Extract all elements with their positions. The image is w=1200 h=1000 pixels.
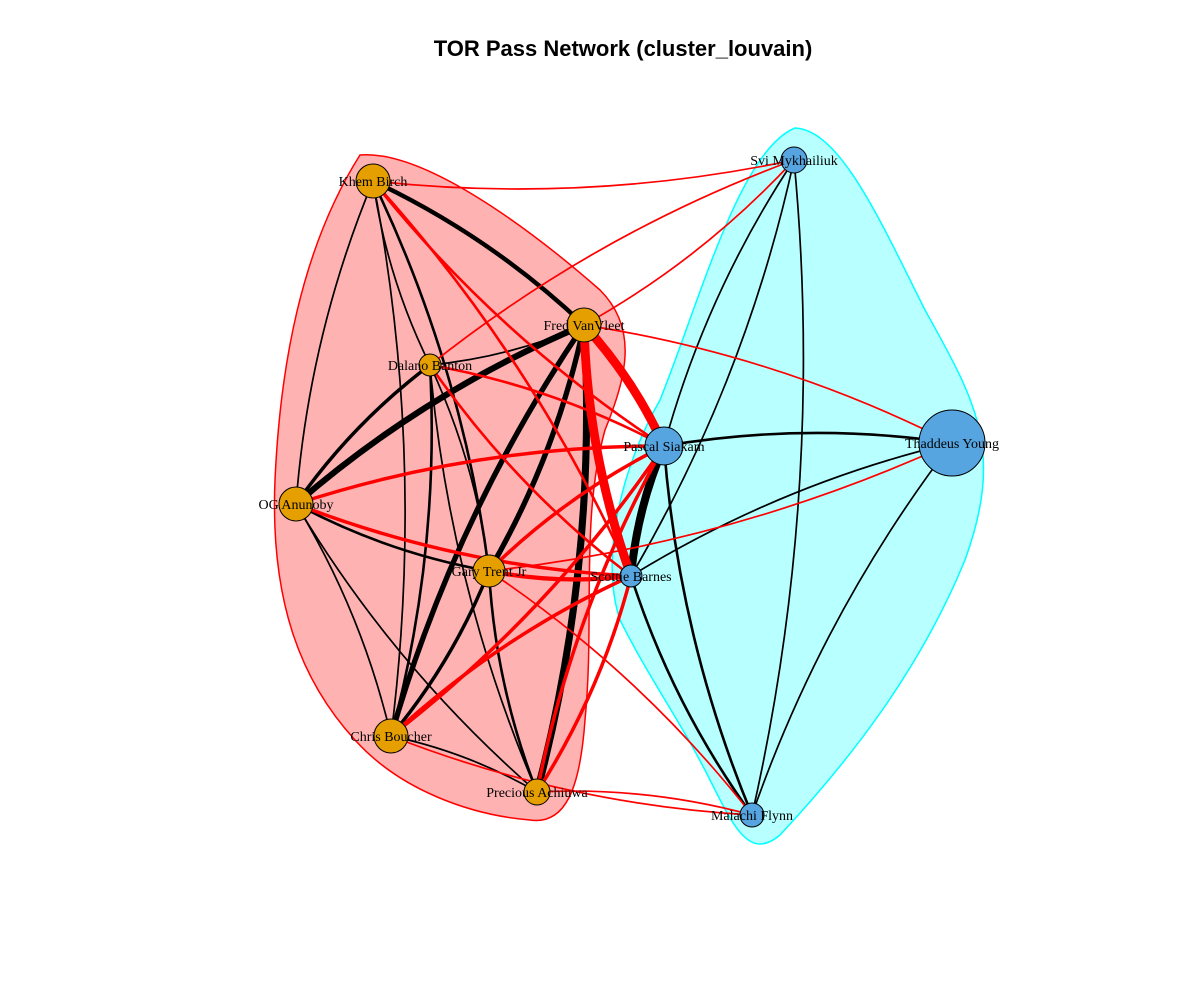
- node-fred: Fred VanVleet: [544, 307, 625, 343]
- edge-fred-thaddeus: [583, 324, 953, 444]
- edge-pascal-svi: [663, 159, 795, 447]
- edge-precious-malachi: [536, 790, 753, 816]
- edge-og-scottie: [294, 502, 633, 578]
- node-circle: [644, 426, 684, 466]
- edge-scottie-malachi: [629, 574, 754, 817]
- edge-khem-scottie: [371, 179, 633, 578]
- node-circle: [355, 163, 391, 199]
- node-circle: [739, 802, 765, 828]
- edge-dalano-pascal: [428, 363, 666, 448]
- node-label: Precious Achiuwa: [486, 786, 588, 801]
- node-layer: Khem Birch Fred VanVleet Dalano Banton OG A…: [258, 146, 999, 828]
- community-hull-group1: [273, 154, 626, 822]
- edge-dalano-chris: [389, 363, 434, 738]
- community-hulls: [273, 127, 985, 845]
- edge-dalano-scottie: [428, 363, 633, 578]
- edge-pascal-malachi: [662, 444, 754, 817]
- node-label: Gary Trent Jr: [452, 565, 527, 580]
- node-pascal: Pascal Siakam: [623, 426, 705, 466]
- edge-og-pascal: [294, 444, 666, 506]
- node-precious: Precious Achiuwa: [486, 778, 589, 806]
- edge-dalano-precious: [429, 364, 538, 793]
- edge-layer: [292, 159, 954, 817]
- edge-khem-dalano: [372, 180, 431, 366]
- node-og: OG Anunoby: [258, 486, 334, 522]
- edge-fred-scottie: [579, 320, 636, 581]
- node-circle: [472, 554, 506, 588]
- node-label: Pascal Siakam: [623, 440, 704, 455]
- node-dalano: Dalano Banton: [388, 353, 472, 377]
- node-label: Malachi Flynn: [711, 809, 793, 824]
- edge-fred-dalano: [429, 324, 585, 366]
- edge-khem-svi: [372, 159, 795, 190]
- node-circle: [373, 718, 409, 754]
- edge-gary-malachi: [488, 570, 753, 816]
- edge-fred-og: [292, 321, 588, 508]
- edge-gary-pascal: [487, 444, 666, 573]
- node-circle: [278, 486, 314, 522]
- node-malachi: Malachi Flynn: [711, 802, 793, 828]
- node-circle: [780, 146, 808, 174]
- edge-gary-chris: [389, 569, 491, 738]
- edge-og-gary: [294, 502, 491, 573]
- edge-chris-malachi: [390, 735, 753, 816]
- edge-dalano-svi: [429, 159, 795, 366]
- node-label: Chris Boucher: [350, 730, 432, 745]
- edge-dalano-gary: [429, 364, 490, 572]
- node-chris: Chris Boucher: [350, 718, 432, 754]
- edge-chris-scottie: [389, 574, 633, 738]
- node-circle: [619, 564, 643, 588]
- node-circle: [566, 307, 602, 343]
- node-label: Khem Birch: [339, 175, 408, 190]
- node-circle: [918, 409, 986, 477]
- node-label: Fred VanVleet: [544, 319, 625, 334]
- edge-chris-pascal: [389, 444, 666, 738]
- edge-fred-khem: [370, 178, 587, 328]
- community-hull-group2: [611, 127, 985, 845]
- edge-og-precious: [295, 503, 538, 793]
- node-khem: Khem Birch: [339, 163, 408, 199]
- edge-thaddeus-malachi: [751, 442, 953, 816]
- node-scottie: Scottie Barnes: [590, 564, 672, 588]
- edge-chris-precious: [390, 735, 538, 793]
- node-label: Dalano Banton: [388, 359, 472, 374]
- node-circle: [418, 353, 442, 377]
- node-gary: Gary Trent Jr: [452, 554, 527, 588]
- node-label: Scottie Barnes: [590, 570, 671, 585]
- edge-scottie-svi: [630, 159, 795, 577]
- edge-svi-malachi: [751, 159, 805, 816]
- edge-fred-chris: [388, 322, 587, 739]
- edge-gary-thaddeus: [488, 442, 953, 572]
- edge-dalano-og: [294, 363, 432, 506]
- chart-title: TOR Pass Network (cluster_louvain): [433, 36, 813, 61]
- edge-khem-og: [295, 180, 374, 505]
- edge-scottie-thaddeus: [630, 442, 953, 577]
- node-label: Thaddeus Young: [905, 437, 999, 452]
- edge-khem-pascal: [371, 179, 666, 448]
- edge-khem-chris: [372, 180, 406, 737]
- edge-gary-precious: [487, 569, 539, 794]
- node-label: Svi Mykhailiuk: [750, 154, 838, 169]
- node-svi: Svi Mykhailiuk: [750, 146, 838, 174]
- node-circle: [523, 778, 551, 806]
- node-thaddeus: Thaddeus Young: [905, 409, 999, 477]
- node-label: OG Anunoby: [258, 498, 333, 513]
- edge-fred-svi: [583, 159, 795, 326]
- edge-precious-pascal: [535, 444, 666, 794]
- edge-precious-scottie: [535, 574, 633, 794]
